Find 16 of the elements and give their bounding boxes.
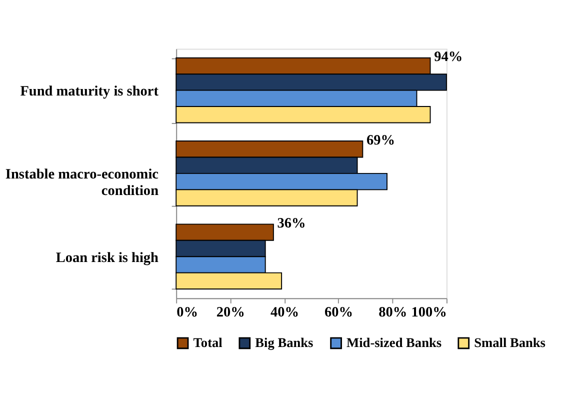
x-tick-label: 0% bbox=[176, 304, 198, 321]
x-tick-label: 20% bbox=[216, 304, 245, 321]
legend-label: Mid-sized Banks bbox=[346, 334, 442, 350]
x-tick-label: 60% bbox=[324, 304, 354, 321]
x-tick-label: 40% bbox=[270, 304, 300, 321]
data-label: 36% bbox=[277, 216, 306, 232]
legend-label: Small Banks bbox=[474, 334, 546, 350]
legend-label: Total bbox=[193, 334, 223, 350]
y-tick-label: Fund maturity is short bbox=[20, 84, 159, 100]
x-tick-label: 100% bbox=[411, 304, 447, 321]
data-label: 94% bbox=[434, 49, 463, 66]
x-tick-label: 80% bbox=[378, 304, 408, 321]
y-tick-label: Instable macro-economic condition bbox=[5, 166, 159, 199]
y-tick-label: Loan risk is high bbox=[56, 250, 159, 266]
data-label: 69% bbox=[366, 132, 396, 148]
legend-label: Big Banks bbox=[255, 334, 314, 350]
